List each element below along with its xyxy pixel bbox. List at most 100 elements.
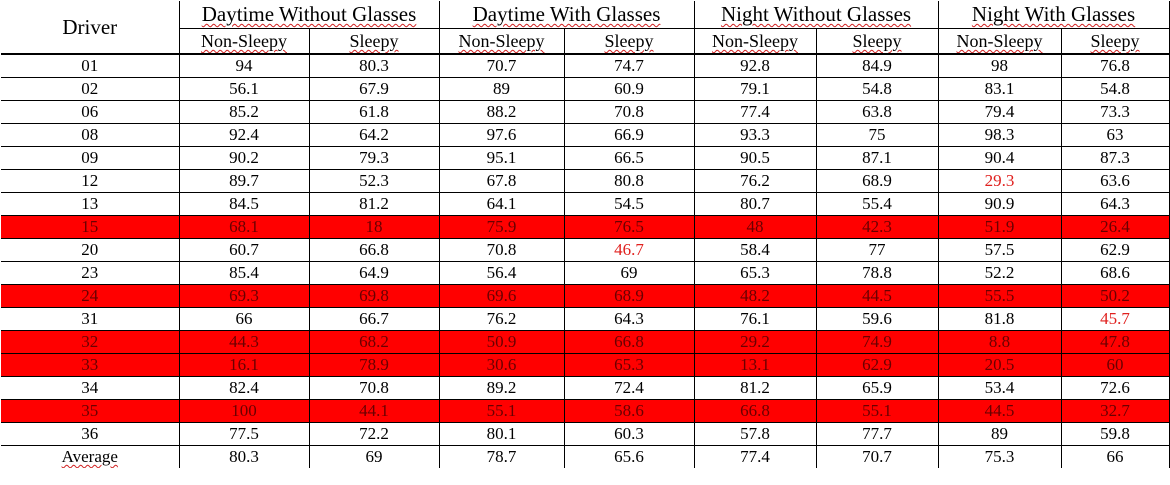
sleepy-value-cell: 72.6	[1060, 376, 1170, 400]
sleepy-value-cell: 18	[308, 215, 440, 239]
sleepy-value-cell: 78.9	[308, 353, 440, 377]
non-sleepy-value-cell: 83.1	[937, 77, 1062, 101]
non-sleepy-value-cell: 48.2	[693, 284, 817, 308]
sleepy-value-cell: 46.7	[563, 238, 695, 262]
non-sleepy-value-cell: 76.1	[693, 307, 817, 331]
non-sleepy-value-cell: 57.8	[693, 422, 817, 446]
sleepy-value-cell: 65.6	[563, 445, 695, 468]
non-sleepy-value-cell: 65.3	[693, 261, 817, 285]
sub-header-label: Non-Sleepy	[956, 31, 1043, 51]
sleepy-value-cell: 61.8	[308, 100, 440, 124]
non-sleepy-value-cell: 58.4	[693, 238, 817, 262]
non-sleepy-value-cell: 55.1	[438, 399, 565, 423]
sleepy-value-cell: 66.8	[308, 238, 440, 262]
sub-header-label: Sleepy	[852, 31, 902, 51]
table-row: 02 56.1 67.9 89 60.9 79.1 54.8 83.1 54.8	[1, 77, 1170, 101]
sleepy-value-cell: 87.1	[815, 146, 939, 170]
non-sleepy-value-cell: 16.1	[178, 353, 310, 377]
table-row: 08 92.4 64.2 97.6 66.9 93.3 75 98.3 63	[1, 123, 1170, 147]
non-sleepy-value-cell: 77.4	[693, 100, 817, 124]
non-sleepy-value-cell: 76.2	[438, 307, 565, 331]
sleepy-value-cell: 60.9	[563, 77, 695, 101]
driver-id-cell: 13	[1, 192, 180, 216]
non-sleepy-value-cell: 67.8	[438, 169, 565, 193]
sleepy-value-cell: 68.9	[563, 284, 695, 308]
non-sleepy-value-cell: 80.3	[178, 445, 310, 468]
non-sleepy-value-cell: 48	[693, 215, 817, 239]
non-sleepy-value-cell: 79.4	[937, 100, 1062, 124]
driver-id-cell: 09	[1, 146, 180, 170]
non-sleepy-value-cell: 76.2	[693, 169, 817, 193]
non-sleepy-value-cell: 30.6	[438, 353, 565, 377]
non-sleepy-value-cell: 56.1	[178, 77, 310, 101]
non-sleepy-value-cell: 81.8	[937, 307, 1062, 331]
non-sleepy-value-cell: 80.1	[438, 422, 565, 446]
sleepy-value-cell: 75	[815, 123, 939, 147]
sleepy-value-cell: 62.9	[815, 353, 939, 377]
header-group-row: Driver Daytime Without Glasses Daytime W…	[1, 1, 1170, 55]
non-sleepy-value-cell: 52.2	[937, 261, 1062, 285]
sleepy-value-cell: 65.9	[815, 376, 939, 400]
results-table: Driver Daytime Without Glasses Daytime W…	[1, 1, 1170, 468]
sleepy-value-cell: 63.8	[815, 100, 939, 124]
sleepy-value-cell: 59.8	[1060, 422, 1170, 446]
sleepy-value-cell: 55.4	[815, 192, 939, 216]
non-sleepy-value-cell: 82.4	[178, 376, 310, 400]
non-sleepy-value-cell: 55.5	[937, 284, 1062, 308]
non-sleepy-value-cell: 92.4	[178, 123, 310, 147]
sub-header-label: Non-Sleepy	[201, 31, 287, 51]
condition-header-daytime-with-glasses: Daytime With Glasses	[438, 1, 695, 29]
sleepy-value-cell: 72.2	[308, 422, 440, 446]
sleepy-value-cell: 81.2	[308, 192, 440, 216]
sleepy-value-cell: 64.9	[308, 261, 440, 285]
sub-header-label: Non-Sleepy	[712, 31, 798, 51]
sleepy-value-cell: 63.6	[1060, 169, 1170, 193]
table-row: 20 60.7 66.8 70.8 46.7 58.4 77 57.5 62.9	[1, 238, 1170, 262]
sleepy-value-cell: 68.6	[1060, 261, 1170, 285]
non-sleepy-value-cell: 64.1	[438, 192, 565, 216]
sleepy-value-cell: 54.5	[563, 192, 695, 216]
table-row: 31 66 66.7 76.2 64.3 76.1 59.6 81.8 45.7	[1, 307, 1170, 331]
sleepy-value-cell: 84.9	[815, 54, 939, 78]
sleepy-value-cell: 47.8	[1060, 330, 1170, 354]
sleepy-value-cell: 70.7	[815, 445, 939, 468]
non-sleepy-value-cell: 20.5	[937, 353, 1062, 377]
table-row: 12 89.7 52.3 67.8 80.8 76.2 68.9 29.3 63.6	[1, 169, 1170, 193]
non-sleepy-value-cell: 68.1	[178, 215, 310, 239]
sub-header-sleepy: Sleepy	[308, 28, 440, 55]
non-sleepy-value-cell: 75.9	[438, 215, 565, 239]
non-sleepy-value-cell: 84.5	[178, 192, 310, 216]
non-sleepy-value-cell: 98.3	[937, 123, 1062, 147]
non-sleepy-value-cell: 70.8	[438, 238, 565, 262]
sub-header-sleepy: Sleepy	[1060, 28, 1170, 55]
sub-header-label: Non-Sleepy	[458, 31, 545, 51]
driver-id-cell: 20	[1, 238, 180, 262]
condition-label: Daytime With Glasses	[472, 2, 661, 26]
condition-header-daytime-without-glasses: Daytime Without Glasses	[178, 1, 440, 29]
sleepy-value-cell: 69	[308, 445, 440, 468]
non-sleepy-value-cell: 13.1	[693, 353, 817, 377]
sleepy-value-cell: 44.1	[308, 399, 440, 423]
driver-id-cell: 06	[1, 100, 180, 124]
sub-header-label: Sleepy	[604, 31, 654, 51]
non-sleepy-value-cell: 90.9	[937, 192, 1062, 216]
sleepy-value-cell: 87.3	[1060, 146, 1170, 170]
non-sleepy-value-cell: 95.1	[438, 146, 565, 170]
non-sleepy-value-cell: 78.7	[438, 445, 565, 468]
sleepy-value-cell: 65.3	[563, 353, 695, 377]
driver-id-cell: 36	[1, 422, 180, 446]
non-sleepy-value-cell: 92.8	[693, 54, 817, 78]
driver-id-cell: 35	[1, 399, 180, 423]
non-sleepy-value-cell: 29.3	[937, 169, 1062, 193]
sleepy-value-cell: 67.9	[308, 77, 440, 101]
sleepy-value-cell: 69.8	[308, 284, 440, 308]
non-sleepy-value-cell: 90.5	[693, 146, 817, 170]
average-label: Average	[61, 447, 118, 466]
non-sleepy-value-cell: 44.3	[178, 330, 310, 354]
non-sleepy-value-cell: 50.9	[438, 330, 565, 354]
sleepy-value-cell: 42.3	[815, 215, 939, 239]
non-sleepy-value-cell: 90.4	[937, 146, 1062, 170]
non-sleepy-value-cell: 79.1	[693, 77, 817, 101]
sub-header-non-sleepy: Non-Sleepy	[179, 28, 310, 55]
table-row: 23 85.4 64.9 56.4 69 65.3 78.8 52.2 68.6	[1, 261, 1170, 285]
